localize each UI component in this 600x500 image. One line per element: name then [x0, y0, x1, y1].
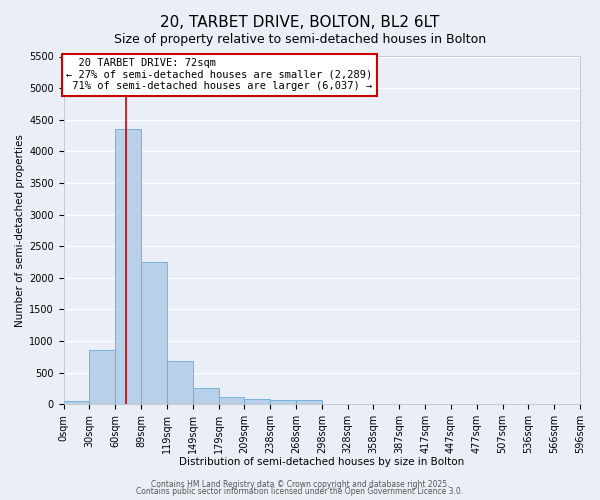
Text: 20 TARBET DRIVE: 72sqm  
← 27% of semi-detached houses are smaller (2,289)
 71% : 20 TARBET DRIVE: 72sqm ← 27% of semi-det…: [66, 58, 373, 92]
Bar: [244, 399, 270, 404]
Y-axis label: Number of semi-detached properties: Number of semi-detached properties: [15, 134, 25, 327]
Bar: [218, 396, 244, 404]
Bar: [141, 262, 167, 404]
Bar: [193, 388, 218, 404]
Text: 20, TARBET DRIVE, BOLTON, BL2 6LT: 20, TARBET DRIVE, BOLTON, BL2 6LT: [160, 15, 440, 30]
Text: Size of property relative to semi-detached houses in Bolton: Size of property relative to semi-detach…: [114, 32, 486, 46]
Bar: [167, 361, 193, 404]
X-axis label: Distribution of semi-detached houses by size in Bolton: Distribution of semi-detached houses by …: [179, 458, 464, 468]
Bar: [296, 400, 322, 404]
Text: Contains public sector information licensed under the Open Government Licence 3.: Contains public sector information licen…: [136, 487, 464, 496]
Bar: [270, 400, 296, 404]
Bar: [89, 350, 115, 404]
Text: Contains HM Land Registry data © Crown copyright and database right 2025.: Contains HM Land Registry data © Crown c…: [151, 480, 449, 489]
Bar: [115, 129, 141, 404]
Bar: [64, 401, 89, 404]
